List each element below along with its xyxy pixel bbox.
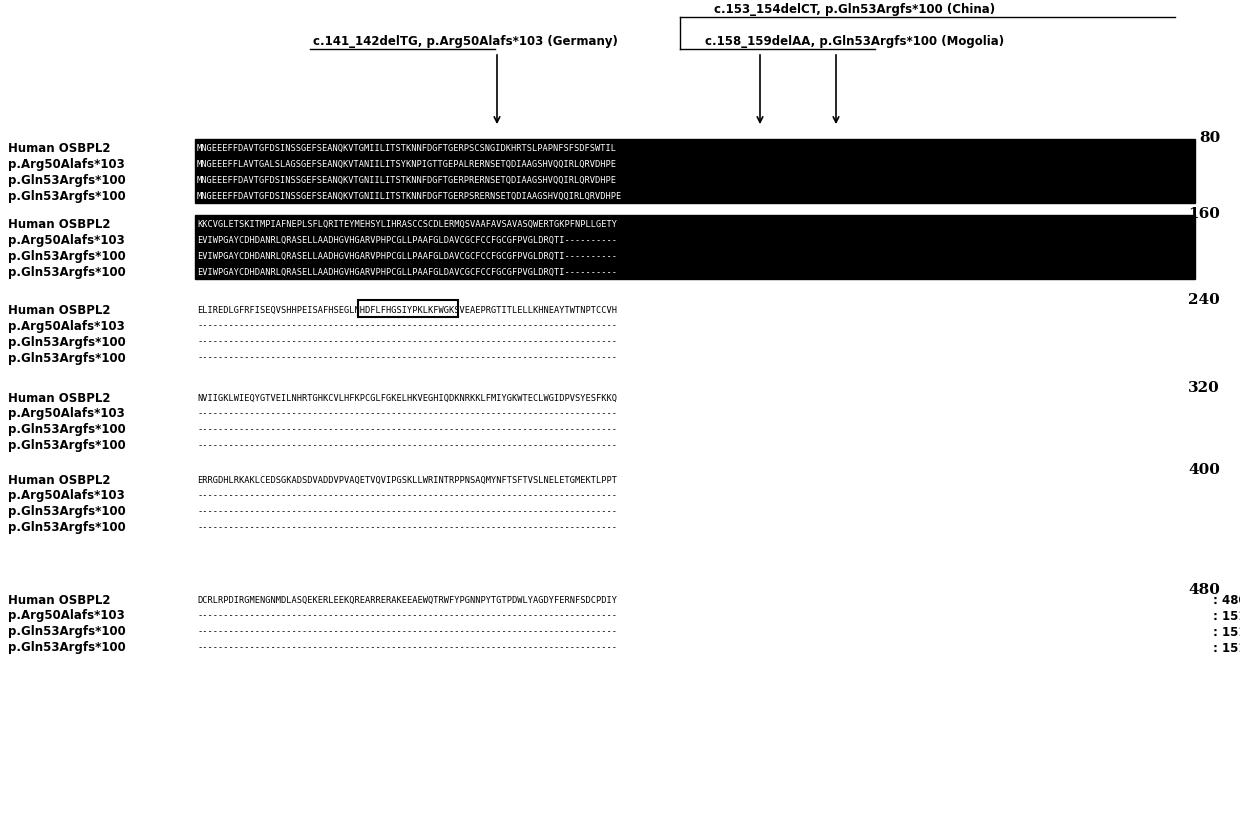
Text: --------------------------------------------------------------------------------: ----------------------------------------… [197,507,618,516]
Text: p.Gln53Argfs*100: p.Gln53Argfs*100 [7,173,125,186]
Text: --------------------------------------------------------------------------------: ----------------------------------------… [197,409,618,418]
Text: p.Arg50Alafs*103: p.Arg50Alafs*103 [7,489,125,502]
Text: 400: 400 [1188,462,1220,477]
Text: --------------------------------------------------------------------------------: ----------------------------------------… [197,337,618,346]
Text: MNGEEEFFDAVTGFDSINSSGEFSEANQKVTGNIILITSTKNNFDGFTGERPSRERNSETQDIAAGSHVQQIRLQRVDHP: MNGEEEFFDAVTGFDSINSSGEFSEANQKVTGNIILITST… [197,191,622,201]
Text: : 151: : 151 [1213,624,1240,638]
Text: p.Arg50Alafs*103: p.Arg50Alafs*103 [7,233,125,247]
Text: --------------------------------------------------------------------------------: ----------------------------------------… [197,522,618,532]
Bar [195,264,1195,279]
Text: ELIREDLGFRFISEQVSHHPEISAFHSEGLNHDFLFHGSIYPKLKFWGKSVEAEPRGTITLELLKHNEAYTWTNPTCCVH: ELIREDLGFRFISEQVSHHPEISAFHSEGLNHDFLFHGSI… [197,305,618,314]
Text: MNGEEEFFDAVTGFDSINSSGEFSEANQKVTGMIILITSTKNNFDGFTGERPSCSNGIDKHRTSLPAPNFSFSDFSWTIL: MNGEEEFFDAVTGFDSINSSGEFSEANQKVTGMIILITST… [197,143,618,152]
Text: p.Gln53Argfs*100: p.Gln53Argfs*100 [7,624,125,638]
Text: EVIWPGAYCDHDANRLQRASELLAADHGVHGARVPHPCGLLPAAFGLDAVCGCFCCFGCGFPVGLDRQTI----------: EVIWPGAYCDHDANRLQRASELLAADHGVHGARVPHPCGL… [197,235,618,244]
Text: c.158_159delAA, p.Gln53Argfs*100 (Mogolia): c.158_159delAA, p.Gln53Argfs*100 (Mogoli… [706,35,1004,48]
Bar [195,188,1195,203]
Text: DCRLRPDIRGMENGNMDLASQEKERLEEKQREARRERAKEEAEWQTRWFYPGNNPYTGTPDWLYAGDYFERNFSDCPDIY: DCRLRPDIRGMENGNMDLASQEKERLEEKQREARRERAKE… [197,594,618,604]
Text: p.Gln53Argfs*100: p.Gln53Argfs*100 [7,439,125,452]
Bar [195,156,1195,171]
Text: c.153_154delCT, p.Gln53Argfs*100 (China): c.153_154delCT, p.Gln53Argfs*100 (China) [714,3,996,16]
Text: --------------------------------------------------------------------------------: ----------------------------------------… [197,627,618,635]
Text: 160: 160 [1188,206,1220,221]
Text: p.Gln53Argfs*100: p.Gln53Argfs*100 [7,265,125,278]
Text: ERRGDHLRKAKLCEDSGKADSDVADDVPVAQETVQVIPGSKLLWRINTRPPNSAQMYNFTSFTVSLNELETGMEKTLPPT: ERRGDHLRKAKLCEDSGKADSDVADDVPVAQETVQVIPGS… [197,475,618,484]
Text: p.Gln53Argfs*100: p.Gln53Argfs*100 [7,640,125,654]
Bar [195,140,1195,155]
Text: : 480: : 480 [1213,593,1240,606]
Text: Human OSBPL2: Human OSBPL2 [7,141,110,155]
Text: 320: 320 [1188,380,1220,395]
Text: c.141_142delTG, p.Arg50Alafs*103 (Germany): c.141_142delTG, p.Arg50Alafs*103 (German… [312,35,618,48]
Text: p.Arg50Alafs*103: p.Arg50Alafs*103 [7,157,125,171]
Text: : 151: : 151 [1213,640,1240,654]
Text: p.Gln53Argfs*100: p.Gln53Argfs*100 [7,423,125,436]
Text: p.Gln53Argfs*100: p.Gln53Argfs*100 [7,249,125,263]
Text: p.Arg50Alafs*103: p.Arg50Alafs*103 [7,319,125,332]
Text: --------------------------------------------------------------------------------: ----------------------------------------… [197,353,618,362]
Text: p.Arg50Alafs*103: p.Arg50Alafs*103 [7,407,125,420]
Text: p.Gln53Argfs*100: p.Gln53Argfs*100 [7,521,125,534]
Text: Human OSBPL2: Human OSBPL2 [7,593,110,606]
Text: Human OSBPL2: Human OSBPL2 [7,217,110,230]
Text: MNGEEEFFLAVTGALSLAGSGEFSEANQKVTANIILITSYKNPIGTTGEPALRERNSETQDIAAGSHVQQIRLQRVDHPE: MNGEEEFFLAVTGALSLAGSGEFSEANQKVTANIILITSY… [197,160,618,168]
Bar [195,172,1195,187]
Text: p.Arg50Alafs*103: p.Arg50Alafs*103 [7,609,125,622]
Text: 240: 240 [1188,293,1220,307]
Text: NVIIGKLWIEQYGTVEILNHRTGHKCVLHFKPCGLFGKELHKVEGHIQDKNRKKLFMIYGKWTECLWGIDPVSYESFKKQ: NVIIGKLWIEQYGTVEILNHRTGHKCVLHFKPCGLFGKEL… [197,393,618,402]
Text: EVIWPGAYCDHDANRLQRASELLAADHGVHGARVPHPCGLLPAAFGLDAVCGCFCCFGCGFPVGLDRQTI----------: EVIWPGAYCDHDANRLQRASELLAADHGVHGARVPHPCGL… [197,268,618,276]
Text: --------------------------------------------------------------------------------: ----------------------------------------… [197,321,618,330]
Text: Human OSBPL2: Human OSBPL2 [7,391,110,404]
Text: --------------------------------------------------------------------------------: ----------------------------------------… [197,643,618,652]
Text: 480: 480 [1188,583,1220,596]
Bar [357,301,458,318]
Bar [195,248,1195,263]
Text: Human OSBPL2: Human OSBPL2 [7,473,110,486]
Text: --------------------------------------------------------------------------------: ----------------------------------------… [197,441,618,450]
Text: Human OSBPL2: Human OSBPL2 [7,303,110,316]
Text: p.Gln53Argfs*100: p.Gln53Argfs*100 [7,189,125,202]
Text: --------------------------------------------------------------------------------: ----------------------------------------… [197,611,618,619]
Text: --------------------------------------------------------------------------------: ----------------------------------------… [197,491,618,500]
Bar [195,216,1195,232]
Text: KKCVGLETSKITMPIAFNEPLSFLQRITEYMEHSYLIHRASCCSCDLERMQSVAAFAVSAVASQWERTGKPFNPLLGETY: KKCVGLETSKITMPIAFNEPLSFLQRITEYMEHSYLIHRA… [197,219,618,228]
Text: : 151: : 151 [1213,609,1240,622]
Text: EVIWPGAYCDHDANRLQRASELLAADHGVHGARVPHPCGLLPAAFGLDAVCGCFCCFGCGFPVGLDRQTI----------: EVIWPGAYCDHDANRLQRASELLAADHGVHGARVPHPCGL… [197,251,618,260]
Text: p.Gln53Argfs*100: p.Gln53Argfs*100 [7,351,125,364]
Text: MNGEEEFFDAVTGFDSINSSGEFSEANQKVTGNIILITSTKNNFDGFTGERPRERNSETQDIAAGSHVQQIRLQRVDHPE: MNGEEEFFDAVTGFDSINSSGEFSEANQKVTGNIILITST… [197,176,618,184]
Text: 80: 80 [1199,131,1220,145]
Bar [195,232,1195,247]
Text: p.Gln53Argfs*100: p.Gln53Argfs*100 [7,505,125,517]
Text: --------------------------------------------------------------------------------: ----------------------------------------… [197,425,618,434]
Text: p.Gln53Argfs*100: p.Gln53Argfs*100 [7,335,125,348]
